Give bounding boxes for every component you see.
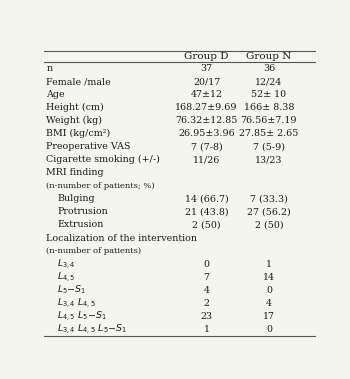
Text: 13/23: 13/23 [255,155,283,164]
Text: Extrusion: Extrusion [57,221,104,230]
Text: $L_{3,4}$ $L_{4,5}$: $L_{3,4}$ $L_{4,5}$ [57,296,96,310]
Text: $L_{3,4}$: $L_{3,4}$ [57,257,76,271]
Text: 2 (50): 2 (50) [192,221,221,230]
Text: Localization of the intervention: Localization of the intervention [47,233,197,243]
Text: 1: 1 [203,325,210,334]
Text: 26.95±3.96: 26.95±3.96 [178,129,235,138]
Text: 14 (66.7): 14 (66.7) [185,194,228,204]
Text: 27.85± 2.65: 27.85± 2.65 [239,129,299,138]
Text: n: n [47,64,52,73]
Text: $L_{3,4}$ $L_{4,5}$ $L_5$$-S_1$: $L_{3,4}$ $L_{4,5}$ $L_5$$-S_1$ [57,323,127,336]
Text: 21 (43.8): 21 (43.8) [185,207,228,216]
Text: 7: 7 [203,273,210,282]
Text: 7 (7-8): 7 (7-8) [191,142,222,151]
Text: Preoperative VAS: Preoperative VAS [47,142,131,151]
Text: 4: 4 [266,299,272,308]
Text: Group D: Group D [184,52,229,61]
Text: $L_{4,5}$: $L_{4,5}$ [57,270,76,284]
Text: $L_{4,5}$ $L_5$$-S_1$: $L_{4,5}$ $L_5$$-S_1$ [57,309,107,323]
Text: 11/26: 11/26 [193,155,220,164]
Text: MRI finding: MRI finding [47,168,104,177]
Text: Weight (kg): Weight (kg) [47,116,103,125]
Text: 23: 23 [201,312,212,321]
Text: 0: 0 [266,325,272,334]
Text: Cigarette smoking (+/-): Cigarette smoking (+/-) [47,155,160,164]
Text: BMI (kg/cm²): BMI (kg/cm²) [47,129,111,138]
Text: 4: 4 [203,286,210,295]
Text: 36: 36 [263,64,275,73]
Text: Age: Age [47,90,65,99]
Text: 76.56±7.19: 76.56±7.19 [241,116,297,125]
Text: 7 (5-9): 7 (5-9) [253,142,285,151]
Text: 166± 8.38: 166± 8.38 [244,103,294,112]
Text: (n-number of patients): (n-number of patients) [47,247,142,255]
Text: 0: 0 [203,260,210,269]
Text: 7 (33.3): 7 (33.3) [250,194,288,204]
Text: 168.27±9.69: 168.27±9.69 [175,103,238,112]
Text: $L_5$$-S_1$: $L_5$$-S_1$ [57,284,87,296]
Text: 2: 2 [203,299,210,308]
Text: 76.32±12.85: 76.32±12.85 [175,116,238,125]
Text: 27 (56.2): 27 (56.2) [247,207,291,216]
Text: 1: 1 [266,260,272,269]
Text: 37: 37 [201,64,212,73]
Text: 20/17: 20/17 [193,77,220,86]
Text: 12/24: 12/24 [255,77,282,86]
Text: 0: 0 [266,286,272,295]
Text: Female /male: Female /male [47,77,111,86]
Text: 14: 14 [263,273,275,282]
Text: Protrusion: Protrusion [57,207,108,216]
Text: (n-number of patients; %): (n-number of patients; %) [47,182,155,190]
Text: 47±12: 47±12 [190,90,223,99]
Text: 2 (50): 2 (50) [254,221,283,230]
Text: 17: 17 [263,312,275,321]
Text: Bulging: Bulging [57,194,95,204]
Text: 52± 10: 52± 10 [251,90,286,99]
Text: Group N: Group N [246,52,292,61]
Text: Height (cm): Height (cm) [47,103,104,112]
